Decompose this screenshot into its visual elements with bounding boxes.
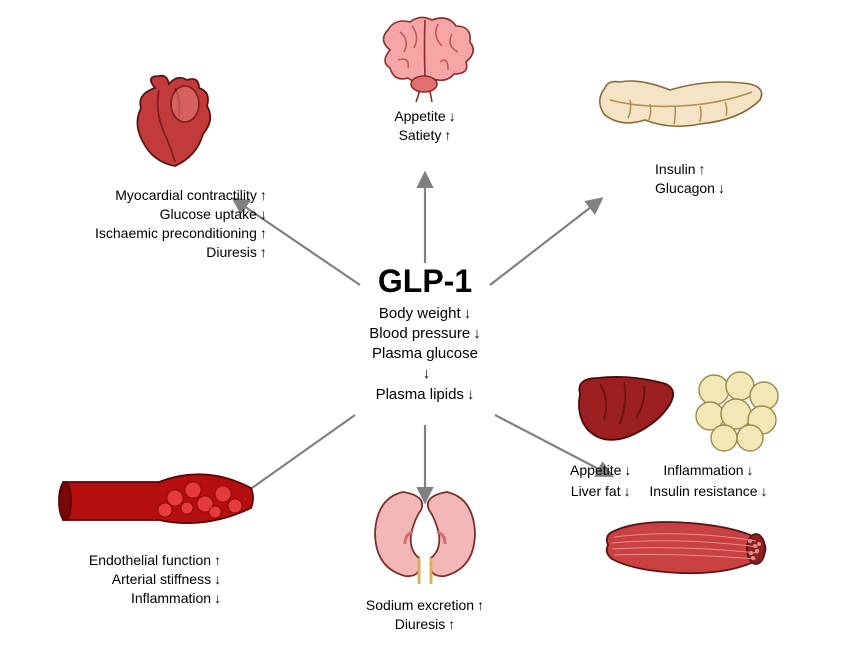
liver-adipose-labels: Appetite↓ Inflammation↓ Liver fat↓ Insul… [570, 461, 768, 501]
adipose-icon [690, 370, 785, 455]
blood-vessel-labels: Endothelial function↑ Arterial stiffness… [89, 551, 221, 608]
center-hub: GLP-1 Body weight↓ Blood pressure↓ Plasm… [369, 262, 480, 404]
brain-labels: Appetite↓ Satiety↑ [394, 107, 455, 145]
pancreas-node: Insulin↑ Glucagon↓ [590, 60, 770, 198]
center-title: GLP-1 [369, 262, 480, 299]
liver-adipose-node: Appetite↓ Inflammation↓ Liver fat↓ Insul… [570, 370, 785, 586]
down-icon: ↓ [464, 304, 472, 321]
down-icon: ↓ [467, 385, 475, 402]
pancreas-icon [590, 60, 770, 160]
kidney-icon [365, 480, 485, 590]
heart-icon [115, 70, 225, 180]
down-icon: ↓ [423, 365, 431, 382]
brain-icon [370, 12, 480, 107]
center-effects: Body weight↓ Blood pressure↓ Plasma gluc… [369, 303, 480, 404]
liver-icon [570, 370, 680, 450]
brain-node: Appetite↓ Satiety↑ [370, 12, 480, 145]
blood-vessel-node: Endothelial function↑ Arterial stiffness… [55, 460, 255, 608]
kidney-node: Sodium excretion↑ Diuresis↑ [365, 480, 485, 634]
down-icon: ↓ [473, 325, 481, 342]
pancreas-labels: Insulin↑ Glucagon↓ [655, 160, 725, 198]
muscle-icon [600, 511, 770, 586]
kidney-labels: Sodium excretion↑ Diuresis↑ [366, 596, 484, 634]
heart-node: Myocardial contractility↑ Glucose uptake… [95, 70, 267, 262]
heart-labels: Myocardial contractility↑ Glucose uptake… [95, 186, 267, 262]
blood-vessel-icon [55, 460, 255, 545]
